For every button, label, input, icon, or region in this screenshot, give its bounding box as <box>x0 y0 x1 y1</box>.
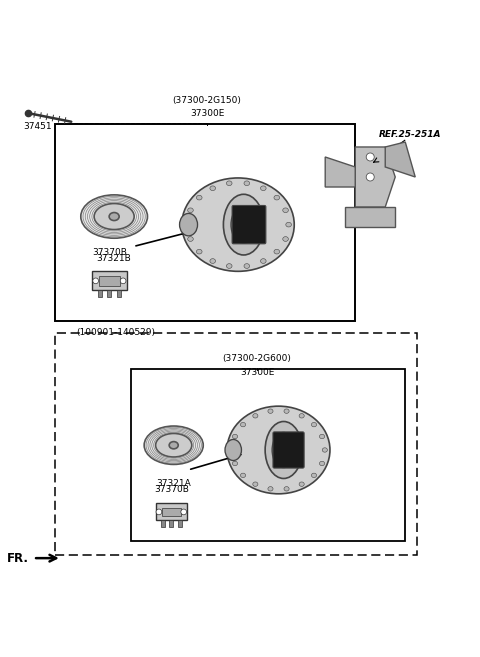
FancyBboxPatch shape <box>232 206 266 244</box>
Bar <box>98 290 102 297</box>
Ellipse shape <box>244 181 250 185</box>
Ellipse shape <box>232 434 238 439</box>
Polygon shape <box>345 207 395 227</box>
Bar <box>55 333 417 555</box>
Ellipse shape <box>268 487 273 491</box>
Ellipse shape <box>227 406 330 494</box>
Ellipse shape <box>188 237 193 241</box>
Bar <box>117 290 121 297</box>
Text: (100901-140529): (100901-140529) <box>76 328 155 336</box>
Text: 37451: 37451 <box>24 122 52 131</box>
Polygon shape <box>355 147 395 207</box>
Bar <box>162 508 180 516</box>
Ellipse shape <box>232 461 238 466</box>
FancyBboxPatch shape <box>273 432 304 468</box>
Ellipse shape <box>188 208 193 213</box>
Ellipse shape <box>274 249 279 254</box>
Bar <box>108 290 111 297</box>
Text: FR.: FR. <box>7 552 29 564</box>
Ellipse shape <box>240 422 246 427</box>
Ellipse shape <box>261 186 266 191</box>
Ellipse shape <box>261 259 266 263</box>
Text: 37370B: 37370B <box>154 485 189 494</box>
Ellipse shape <box>210 186 216 191</box>
Text: 37300E: 37300E <box>240 367 274 376</box>
Circle shape <box>366 173 374 181</box>
Text: 37300E: 37300E <box>190 109 224 118</box>
Ellipse shape <box>156 434 192 457</box>
Ellipse shape <box>182 178 294 271</box>
Ellipse shape <box>223 194 264 255</box>
Circle shape <box>366 153 374 161</box>
Ellipse shape <box>283 208 288 213</box>
Bar <box>169 520 173 527</box>
Ellipse shape <box>320 434 324 439</box>
Ellipse shape <box>253 482 258 486</box>
Ellipse shape <box>210 259 216 263</box>
Ellipse shape <box>274 195 279 200</box>
Ellipse shape <box>299 414 304 418</box>
Ellipse shape <box>227 181 232 185</box>
Ellipse shape <box>265 422 302 478</box>
Text: 37370B: 37370B <box>92 248 127 258</box>
Ellipse shape <box>244 263 250 268</box>
Ellipse shape <box>196 195 202 200</box>
Text: 37321B: 37321B <box>97 254 132 263</box>
Ellipse shape <box>94 204 134 229</box>
Ellipse shape <box>225 440 241 461</box>
Ellipse shape <box>81 195 147 238</box>
Bar <box>156 503 187 520</box>
Ellipse shape <box>196 249 202 254</box>
Ellipse shape <box>144 426 203 464</box>
Ellipse shape <box>320 461 324 466</box>
Ellipse shape <box>109 212 119 221</box>
Ellipse shape <box>283 237 288 241</box>
Text: 37321A: 37321A <box>156 478 191 487</box>
Ellipse shape <box>286 222 291 227</box>
Ellipse shape <box>312 473 316 478</box>
Text: REF.25-251A: REF.25-251A <box>379 130 441 139</box>
Text: (37300-2G600): (37300-2G600) <box>223 354 291 363</box>
Ellipse shape <box>227 263 232 268</box>
Bar <box>161 520 165 527</box>
Ellipse shape <box>231 206 256 243</box>
Bar <box>99 276 120 286</box>
Bar <box>178 520 182 527</box>
Ellipse shape <box>268 409 273 413</box>
Ellipse shape <box>272 432 295 468</box>
Ellipse shape <box>284 487 289 491</box>
Ellipse shape <box>185 222 190 227</box>
Ellipse shape <box>312 422 316 427</box>
Ellipse shape <box>229 448 235 452</box>
Circle shape <box>156 509 162 515</box>
Ellipse shape <box>253 414 258 418</box>
Text: (37300-2G150): (37300-2G150) <box>173 95 241 104</box>
Bar <box>55 124 355 321</box>
Bar <box>92 271 127 290</box>
Polygon shape <box>385 142 415 177</box>
Polygon shape <box>325 157 355 187</box>
Ellipse shape <box>299 482 304 486</box>
Circle shape <box>93 278 98 284</box>
Circle shape <box>181 509 187 515</box>
Ellipse shape <box>169 442 178 449</box>
Ellipse shape <box>240 473 246 478</box>
Ellipse shape <box>180 214 198 236</box>
Ellipse shape <box>322 448 327 452</box>
Ellipse shape <box>284 409 289 413</box>
Bar <box>131 369 405 541</box>
Circle shape <box>120 278 126 284</box>
